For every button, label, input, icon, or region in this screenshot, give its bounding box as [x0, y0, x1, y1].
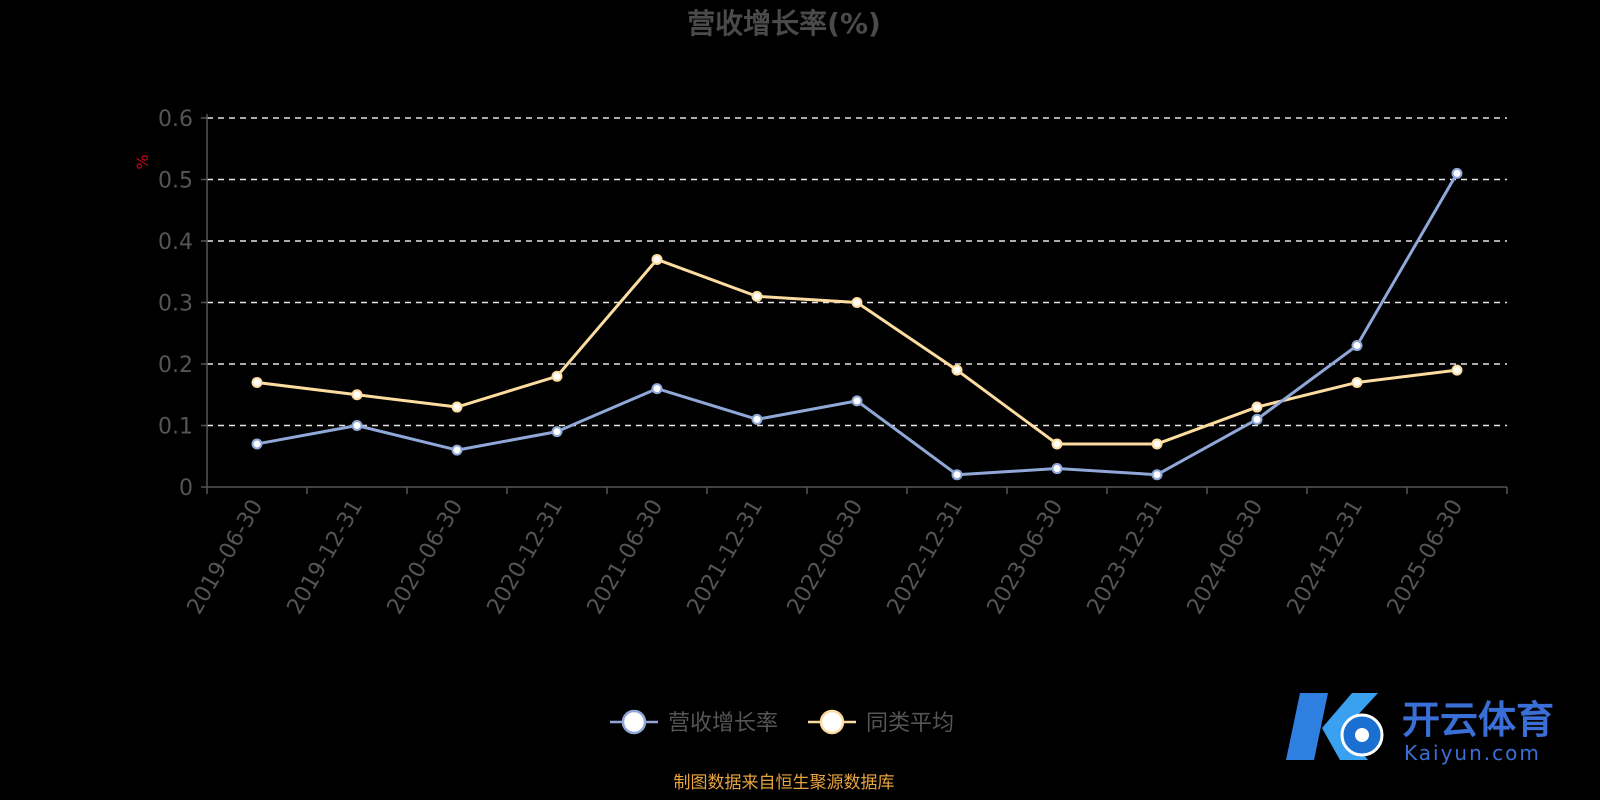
legend-marker — [819, 709, 845, 735]
gridlines — [207, 117, 1507, 427]
data-point — [1151, 438, 1163, 450]
data-point — [1151, 469, 1163, 481]
data-point — [751, 413, 763, 425]
x-tick-label: 2020-06-30 — [383, 496, 469, 619]
data-point — [1351, 340, 1363, 352]
data-point — [551, 370, 563, 382]
chart-title: 营收增长率(%) — [687, 7, 881, 40]
x-tick-label: 2020-12-31 — [483, 496, 569, 619]
data-point — [1051, 463, 1063, 475]
x-tick-label: 2023-12-31 — [1083, 496, 1169, 619]
y-tick-label: 0.2 — [158, 353, 193, 378]
series-line — [256, 172, 1459, 477]
data-point — [451, 401, 463, 413]
data-point — [451, 444, 463, 456]
x-tick-label: 2021-12-31 — [683, 496, 769, 619]
data-point — [1051, 438, 1063, 450]
legend-marker — [621, 709, 647, 735]
data-point — [251, 438, 263, 450]
y-tick-label: 0.4 — [158, 230, 193, 255]
y-tick-label: 0.6 — [158, 107, 193, 132]
y-axis-unit: % — [133, 154, 152, 169]
y-tick-label: 0.1 — [158, 415, 193, 440]
data-point — [351, 420, 363, 431]
legend-item-营收增长率[interactable]: 营收增长率 — [610, 709, 778, 736]
y-tick-label: 0 — [179, 476, 193, 501]
data-point — [251, 376, 263, 388]
x-tick-label: 2019-06-30 — [183, 496, 269, 619]
watermark-brand-en: Kaiyun.com — [1404, 741, 1541, 765]
legend-item-同类平均[interactable]: 同类平均 — [808, 709, 954, 736]
series-营收增长率 — [251, 167, 1463, 481]
x-tick-label: 2022-06-30 — [783, 496, 869, 619]
data-point — [551, 426, 563, 438]
legend[interactable]: 营收增长率 同类平均 — [610, 709, 954, 736]
data-point — [951, 364, 963, 376]
x-tick-label: 2025-06-30 — [1383, 496, 1469, 619]
data-point — [751, 290, 763, 302]
x-tick-label: 2022-12-31 — [883, 496, 969, 619]
source-note: 制图数据来自恒生聚源数据库 — [674, 773, 895, 793]
x-tick-label: 2024-06-30 — [1183, 496, 1269, 619]
data-point — [851, 395, 863, 407]
data-point — [651, 383, 663, 395]
data-point — [351, 389, 363, 401]
y-tick-label: 0.3 — [158, 292, 193, 317]
y-axis-ticks: 0 0.1 0.2 0.3 0.4 0.5 0.6 — [158, 107, 207, 501]
x-tick-label: 2023-06-30 — [983, 496, 1069, 619]
data-point — [1451, 167, 1463, 179]
legend-label: 同类平均 — [866, 711, 954, 736]
legend-label: 营收增长率 — [668, 711, 778, 736]
x-axis-ticks: 2019-06-30 2019-12-31 2020-06-30 2020-12-31… — [183, 487, 1508, 619]
x-tick-label: 2019-12-31 — [283, 496, 369, 619]
series-同类平均 — [251, 253, 1463, 450]
watermark-brand-cn: 开云体育 — [1402, 698, 1554, 742]
k-football-logo-icon — [1286, 693, 1384, 760]
data-point — [1251, 401, 1263, 413]
data-point — [651, 253, 663, 265]
data-point — [951, 469, 963, 481]
y-tick-label: 0.5 — [158, 169, 193, 194]
x-tick-label: 2024-12-31 — [1283, 496, 1369, 619]
data-point — [1451, 364, 1463, 376]
data-point — [1351, 376, 1363, 388]
series-group — [251, 167, 1463, 481]
data-point — [1251, 413, 1263, 425]
x-tick-label: 2021-06-30 — [583, 496, 669, 619]
series-line — [256, 257, 1458, 446]
data-point — [851, 297, 863, 308]
watermark: 开云体育 Kaiyun.com — [1286, 693, 1554, 765]
